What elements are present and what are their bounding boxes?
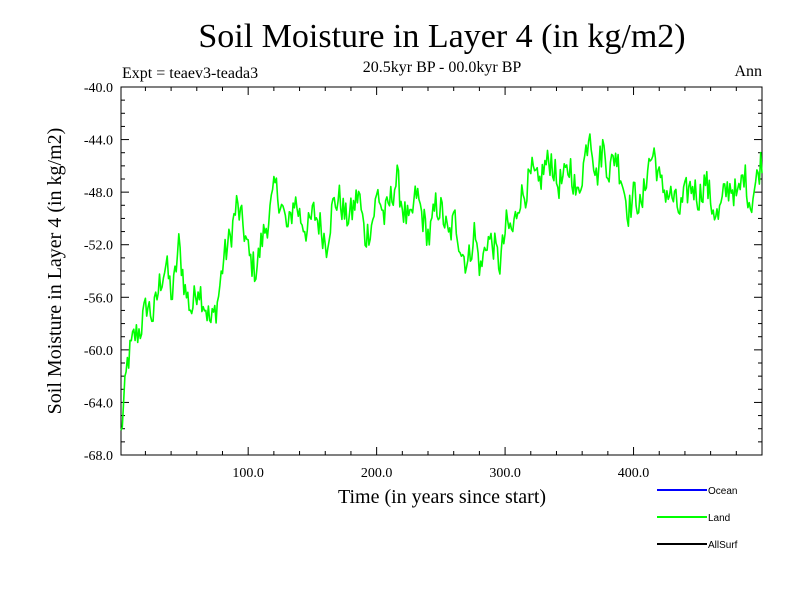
x-tick-label: 100.0 <box>232 466 264 481</box>
y-tick-label: -44.0 <box>84 134 113 149</box>
plot-frame <box>120 86 763 456</box>
y-axis-ticks: -68.0 -64.0 -60.0 -56.0 -52.0 -48.0 -44.0 -40.0 <box>84 81 762 464</box>
x-tick-label: 300.0 <box>489 466 521 481</box>
legend-label-allsurf: AllSurf <box>708 540 738 551</box>
y-tick-label: -68.0 <box>84 449 113 464</box>
x-axis-label: Time (in years since start) <box>338 486 546 508</box>
y-tick-label: -56.0 <box>84 291 113 306</box>
x-axis-ticks: 100.0 200.0 300.0 400.0 <box>144 87 737 481</box>
y-tick-label: -40.0 <box>84 81 113 96</box>
x-tick-label: 400.0 <box>618 466 650 481</box>
y-tick-label: -60.0 <box>84 344 113 359</box>
legend-label-ocean: Ocean <box>708 486 737 497</box>
season-label: Ann <box>734 63 762 80</box>
series-group <box>120 133 763 431</box>
legend: Ocean Land AllSurf <box>657 486 738 551</box>
y-tick-label: -52.0 <box>84 239 113 254</box>
y-tick-label: -64.0 <box>84 396 113 411</box>
chart-subtitle: 20.5kyr BP - 00.0kyr BP <box>363 59 522 76</box>
chart-title: Soil Moisture in Layer 4 (in kg/m2) <box>198 18 685 55</box>
experiment-label: Expt = teaev3-teada3 <box>122 65 258 82</box>
y-tick-label: -48.0 <box>84 186 113 201</box>
plot-area: -68.0 -64.0 -60.0 -56.0 -52.0 -48.0 -44.0 -40.0… <box>84 81 763 481</box>
y-axis-label: Soil Moisture in Layer 4 (in kg/m2) <box>44 128 66 415</box>
series-line-land <box>120 133 763 431</box>
x-tick-label: 200.0 <box>361 466 393 481</box>
legend-label-land: Land <box>708 513 730 524</box>
